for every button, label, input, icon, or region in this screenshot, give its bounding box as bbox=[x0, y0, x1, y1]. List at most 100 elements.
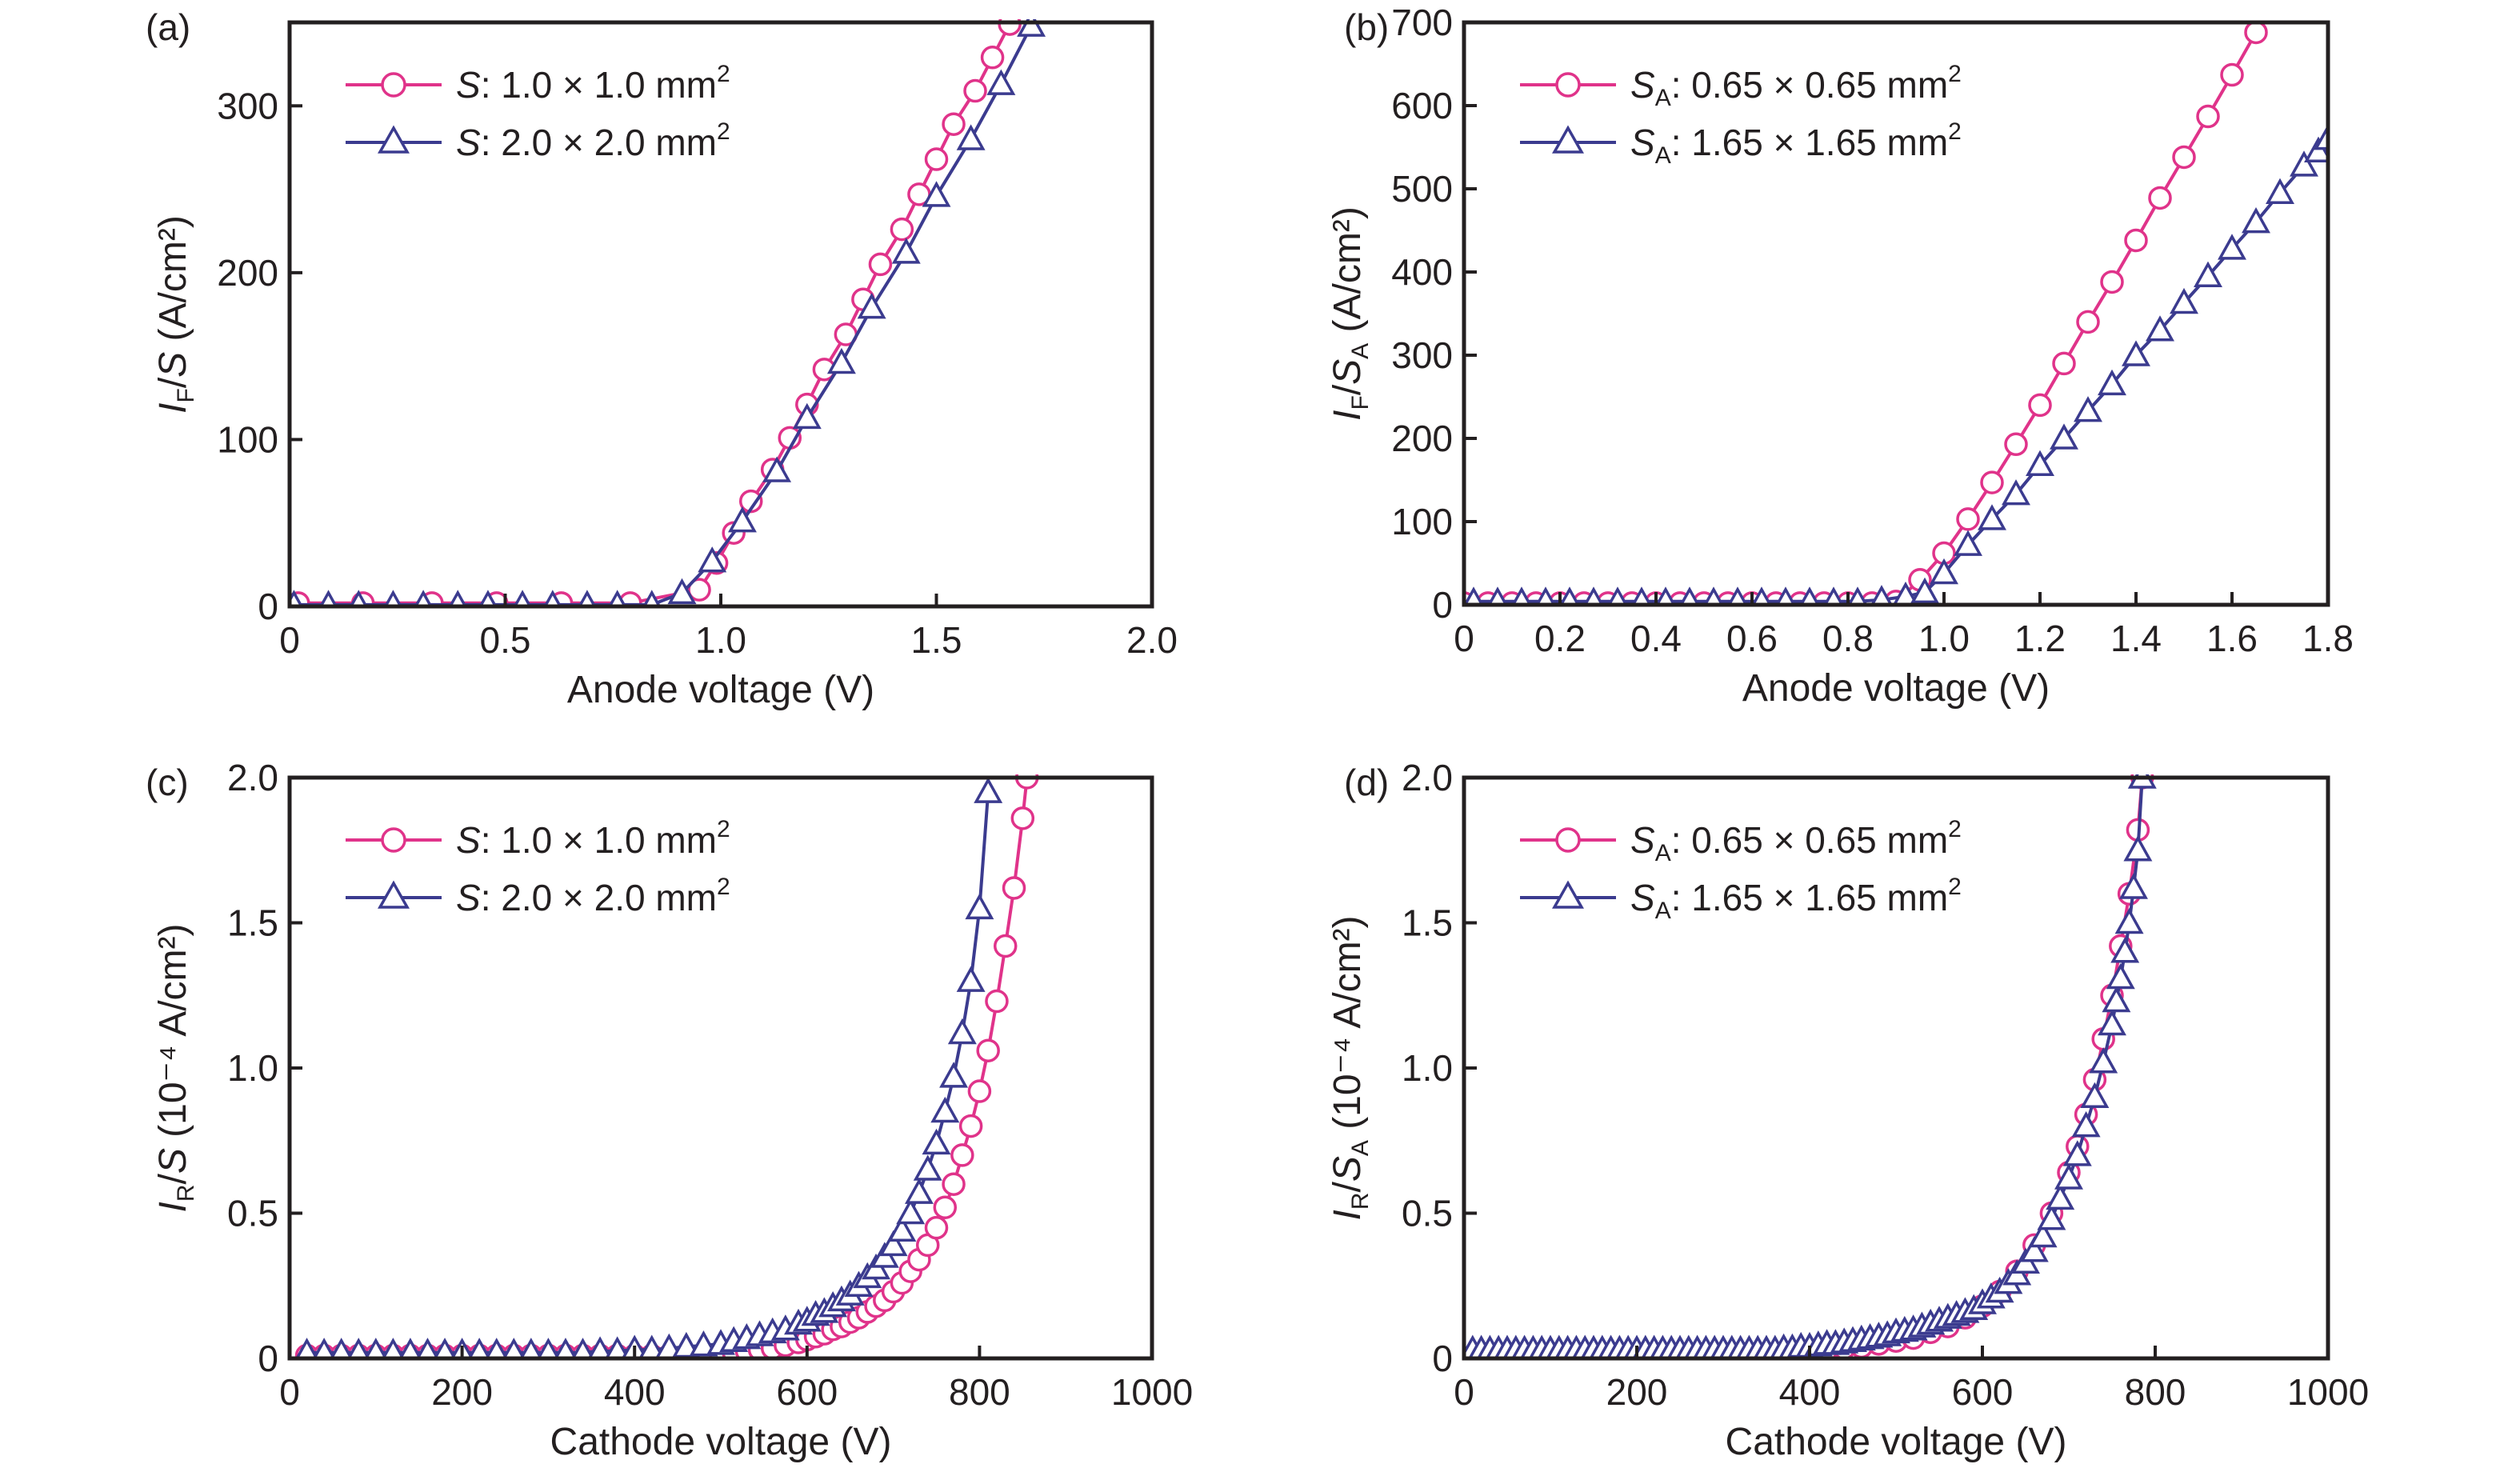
legend-text-body: : 1.65 × 1.65 mm bbox=[1671, 877, 1948, 918]
y-tick-label: 1.5 bbox=[227, 902, 278, 944]
legend-item: SA: 0.65 × 0.65 mm2 bbox=[1520, 61, 1962, 111]
data-point-triangle bbox=[956, 966, 986, 992]
data-point-triangle bbox=[965, 893, 994, 920]
data-point-circle bbox=[2148, 186, 2172, 210]
data-point-triangle bbox=[2019, 1236, 2049, 1262]
y-title-subscript: R bbox=[173, 1185, 199, 1202]
x-tick-label: 0 bbox=[1454, 618, 1474, 659]
data-point-triangle bbox=[1799, 586, 1820, 605]
data-point-triangle bbox=[2098, 369, 2126, 396]
y-title-subscript: R bbox=[1347, 1193, 1374, 1210]
data-point-triangle bbox=[398, 1338, 422, 1358]
x-tick-label: 600 bbox=[1952, 1371, 2014, 1413]
data-point-triangle bbox=[2218, 234, 2246, 260]
data-point-triangle bbox=[904, 1178, 934, 1204]
legend-marker-circle bbox=[381, 827, 406, 853]
legend-label: S: 2.0 × 2.0 mm2 bbox=[456, 118, 730, 163]
data-point-triangle bbox=[433, 1338, 457, 1358]
panel-label: (b) bbox=[1344, 6, 1389, 48]
data-point-triangle bbox=[349, 590, 368, 606]
legend-item: SA: 0.65 × 0.65 mm2 bbox=[1520, 816, 1962, 866]
data-point-triangle bbox=[2062, 1140, 2092, 1166]
data-point-triangle bbox=[857, 293, 886, 319]
x-tick-label: 200 bbox=[1606, 1371, 1668, 1413]
data-point-triangle bbox=[2098, 1009, 2126, 1036]
x-tick-label: 1.8 bbox=[2302, 618, 2354, 659]
data-point-circle bbox=[924, 147, 949, 171]
data-point-triangle bbox=[485, 1338, 509, 1358]
legend-superscript: 2 bbox=[717, 118, 730, 145]
data-point-triangle bbox=[608, 590, 627, 606]
y-tick-label: 500 bbox=[1391, 168, 1453, 210]
legend-label: S: 2.0 × 2.0 mm2 bbox=[456, 874, 730, 918]
data-point-triangle bbox=[605, 1336, 630, 1358]
legend-superscript: 2 bbox=[717, 61, 730, 87]
legend-label: S: 1.0 × 1.0 mm2 bbox=[456, 816, 730, 861]
data-point-triangle bbox=[974, 777, 1003, 803]
series-2 bbox=[1464, 123, 2328, 605]
data-point-triangle bbox=[2242, 206, 2270, 234]
legend-text-body: : 1.0 × 1.0 mm bbox=[481, 64, 717, 106]
data-point-triangle bbox=[1487, 586, 1508, 605]
data-point-circle bbox=[1980, 470, 2004, 494]
data-point-triangle bbox=[1870, 585, 1893, 605]
y-tick-label: 200 bbox=[1391, 418, 1453, 459]
y-title-slash: / bbox=[1326, 1182, 1369, 1193]
y-tick-label: 300 bbox=[217, 85, 278, 126]
legend-label: SA: 0.65 × 0.65 mm2 bbox=[1630, 61, 1962, 111]
data-point-triangle bbox=[554, 1338, 578, 1358]
legend-label: SA: 1.65 × 1.65 mm2 bbox=[1630, 874, 1962, 924]
legend-symbol: S bbox=[456, 819, 481, 861]
legend-item: S: 2.0 × 2.0 mm2 bbox=[346, 118, 730, 163]
y-title-unit: (10⁻⁴ A/cm²) bbox=[1326, 915, 1369, 1140]
x-tick-label: 0 bbox=[279, 619, 300, 661]
legend-symbol: S bbox=[456, 122, 481, 163]
data-point-triangle bbox=[922, 1128, 951, 1155]
y-tick-label: 1.0 bbox=[1402, 1047, 1453, 1089]
data-point-circle bbox=[2124, 228, 2148, 253]
x-tick-label: 1000 bbox=[1111, 1371, 1193, 1413]
data-point-triangle bbox=[2074, 396, 2102, 422]
data-point-triangle bbox=[2304, 136, 2328, 162]
data-point-circle bbox=[2244, 20, 2268, 45]
data-point-triangle bbox=[2123, 835, 2153, 862]
y-title-symbol: S bbox=[152, 1148, 194, 1174]
x-tick-label: 0.6 bbox=[1726, 618, 1778, 659]
legend-symbol: S bbox=[456, 877, 481, 918]
data-point-triangle bbox=[502, 1338, 526, 1358]
data-point-triangle bbox=[2002, 479, 2030, 506]
legend-subscript: A bbox=[1655, 85, 1671, 111]
x-tick-label: 2.0 bbox=[1126, 619, 1178, 661]
x-tick-label: 400 bbox=[1779, 1371, 1841, 1413]
data-point-triangle bbox=[543, 590, 562, 606]
data-point-circle bbox=[2004, 432, 2028, 457]
data-point-triangle bbox=[1583, 586, 1604, 605]
y-axis-title: IR/SA (10⁻⁴ A/cm²) bbox=[1326, 915, 1374, 1220]
y-title-unit: (A/cm²) bbox=[152, 215, 194, 352]
data-point-triangle bbox=[2122, 340, 2150, 366]
legend-superscript: 2 bbox=[1948, 61, 1962, 87]
data-point-triangle bbox=[571, 1338, 594, 1358]
panel-label: (c) bbox=[146, 762, 189, 803]
plot-area bbox=[294, 774, 1039, 1358]
data-point-triangle bbox=[2314, 123, 2328, 150]
data-point-circle bbox=[868, 252, 893, 277]
y-title-symbol: I bbox=[1326, 1210, 1369, 1220]
y-title-subscript: F bbox=[173, 388, 199, 402]
series-line bbox=[1474, 138, 2328, 603]
data-point-triangle bbox=[1847, 586, 1868, 605]
legend-label: SA: 0.65 × 0.65 mm2 bbox=[1630, 816, 1962, 866]
data-point-circle bbox=[924, 1215, 949, 1240]
legend-text-body: : 1.0 × 1.0 mm bbox=[481, 819, 717, 861]
data-point-triangle bbox=[330, 1338, 354, 1358]
data-point-triangle bbox=[1751, 586, 1772, 605]
data-point-triangle bbox=[2102, 986, 2131, 1013]
data-point-triangle bbox=[922, 181, 951, 207]
data-point-triangle bbox=[1978, 504, 2006, 530]
series-line bbox=[1481, 777, 2144, 1358]
data-point-circle bbox=[976, 1038, 1000, 1062]
data-point-circle bbox=[958, 1114, 983, 1138]
legend-text-body: : 2.0 × 2.0 mm bbox=[481, 122, 717, 163]
data-point-triangle bbox=[913, 1154, 942, 1181]
